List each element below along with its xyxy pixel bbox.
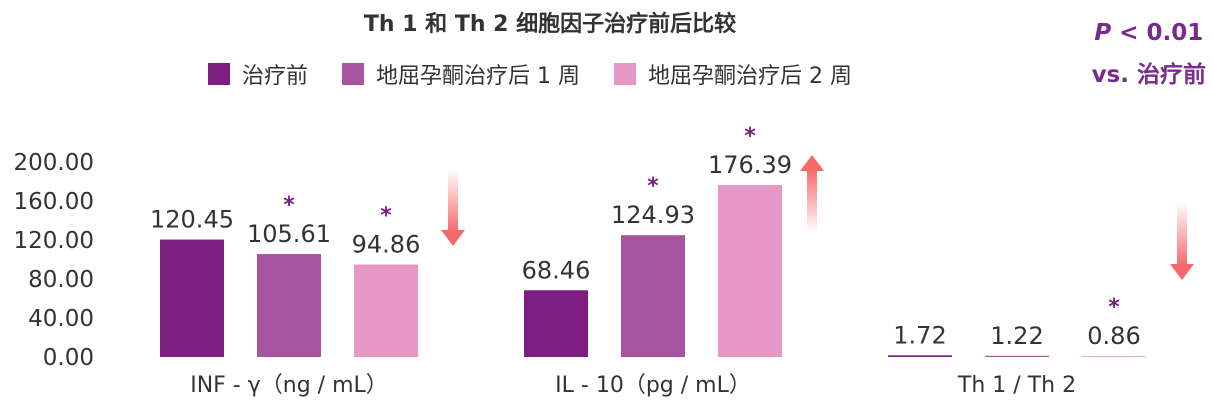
p-label: P [1094,20,1112,46]
bar [985,355,1049,357]
data-label: 120.45 [150,206,234,234]
trend-arrow-shaft [1177,202,1187,266]
legend-item-before: 治疗前 [208,58,308,90]
y-tick-label: 40.00 [28,306,94,332]
legend-label-week2: 地屈孕酮治疗后 2 周 [648,64,852,89]
chart-title: Th 1 和 Th 2 细胞因子治疗前后比较 [363,12,737,37]
legend-item-week2: 地屈孕酮治疗后 2 周 [614,58,852,90]
y-tick-label: 80.00 [28,267,94,293]
p-threshold: < 0.01 [1119,20,1204,46]
vs-text: vs. 治疗前 [1091,62,1206,88]
legend-swatch-week2 [614,63,636,85]
legend-label-week1: 地屈孕酮治疗后 1 周 [376,64,580,89]
data-label: 0.86 [1087,322,1140,350]
bar [621,235,685,357]
data-label: 94.86 [352,231,421,259]
data-label: 68.46 [522,256,591,284]
data-label: 1.22 [990,322,1043,350]
trend-arrow-shaft [807,169,817,233]
trend-arrow-shaft [448,168,458,232]
bar [160,239,224,357]
trend-arrow-head [441,230,465,246]
legend: 治疗前 地屈孕酮治疗后 1 周 地屈孕酮治疗后 2 周 [208,58,886,90]
bar [524,290,588,357]
legend-swatch-before [208,63,230,85]
significance-star: * [380,204,392,229]
bar [888,355,952,357]
legend-label-before: 治疗前 [242,64,309,89]
significance-note: P < 0.01 vs. 治疗前 [1092,12,1206,96]
data-label: 124.93 [611,201,695,229]
category-label: INF - γ（ng / mL） [190,373,388,398]
trend-arrow-head [1170,264,1194,280]
bar [1082,356,1146,357]
y-tick-label: 200.00 [14,150,94,176]
significance-star: * [744,124,756,149]
data-label: 105.61 [247,220,331,248]
bar [718,185,782,357]
legend-item-week1: 地屈孕酮治疗后 1 周 [342,58,580,90]
bar [257,254,321,357]
data-label: 176.39 [708,151,792,179]
legend-swatch-week1 [342,63,365,85]
category-label: Th 1 / Th 2 [957,373,1076,398]
y-tick-label: 160.00 [14,189,94,215]
significance-star: * [647,174,659,199]
y-tick-label: 0.00 [43,345,94,371]
bar [354,264,418,357]
y-tick-label: 120.00 [14,228,94,254]
significance-star: * [1108,295,1120,320]
category-label: IL - 10（pg / mL） [555,373,751,398]
trend-arrow-head [800,155,824,171]
significance-star: * [283,193,295,218]
data-label: 1.72 [893,321,946,349]
